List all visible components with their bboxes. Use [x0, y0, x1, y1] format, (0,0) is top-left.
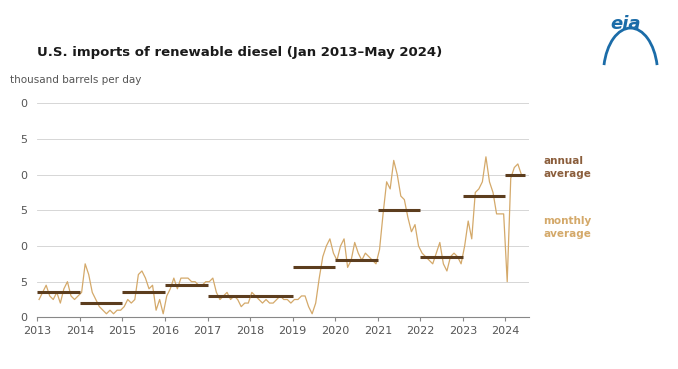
Text: monthly
average: monthly average: [544, 216, 592, 239]
Text: annual
average: annual average: [544, 156, 591, 179]
Text: eia: eia: [610, 15, 641, 33]
Text: U.S. imports of renewable diesel (Jan 2013–May 2024): U.S. imports of renewable diesel (Jan 20…: [37, 46, 443, 59]
Text: thousand barrels per day: thousand barrels per day: [10, 76, 142, 86]
